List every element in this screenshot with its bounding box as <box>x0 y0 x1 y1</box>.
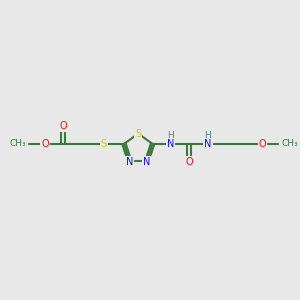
Text: CH₃: CH₃ <box>281 140 298 148</box>
Text: S: S <box>101 139 107 149</box>
Text: O: O <box>185 157 193 167</box>
Text: O: O <box>259 139 266 149</box>
Text: H: H <box>205 131 211 140</box>
Text: N: N <box>126 157 133 167</box>
Text: N: N <box>143 157 151 167</box>
Text: CH₃: CH₃ <box>10 140 26 148</box>
Text: N: N <box>167 139 174 149</box>
Text: H: H <box>167 131 174 140</box>
Text: S: S <box>135 129 141 139</box>
Text: O: O <box>59 121 67 131</box>
Text: O: O <box>41 139 49 149</box>
Text: N: N <box>204 139 211 149</box>
